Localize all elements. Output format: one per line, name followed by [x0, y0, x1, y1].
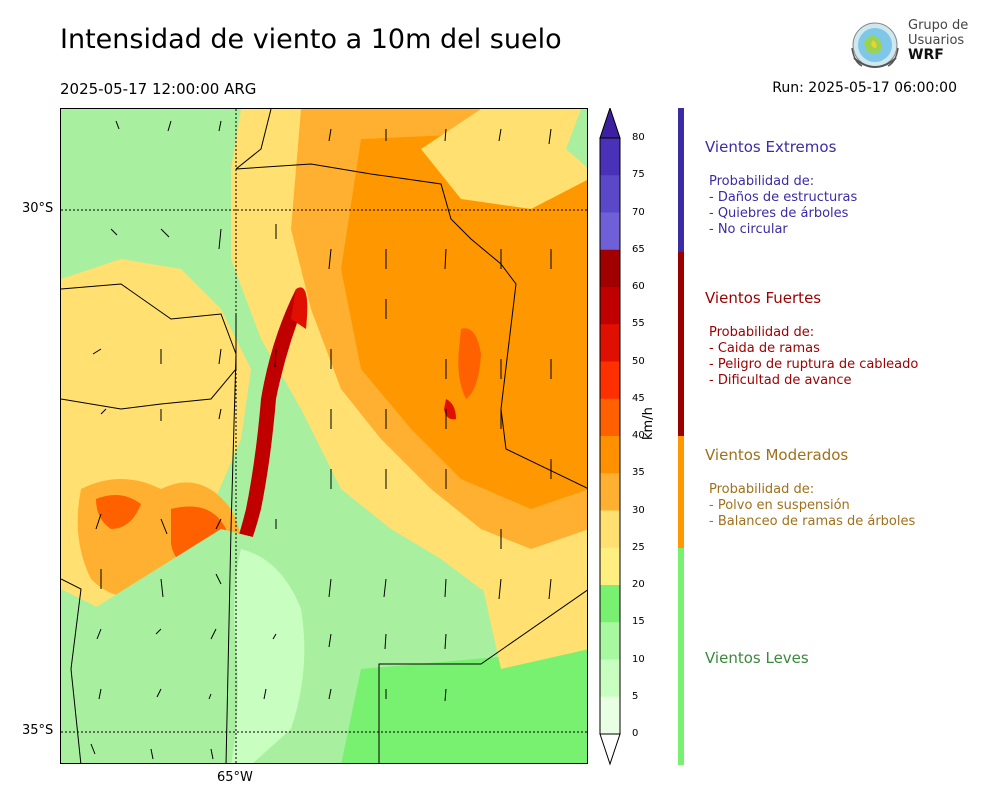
colorbar-band [600, 324, 620, 362]
category-heading: Probabilidad de: [709, 325, 815, 340]
colorbar-band [600, 585, 620, 623]
colorbar-tick-label: 45 [632, 392, 645, 404]
category-item: - Caida de ramas [709, 341, 820, 356]
category-item: - Daños de estructuras [709, 190, 858, 205]
colorbar-tick-label: 10 [632, 653, 645, 665]
category-heading: Probabilidad de: [709, 174, 815, 189]
colorbar-band [600, 138, 620, 176]
colorbar-band [600, 510, 620, 549]
colorbar-tick-label: 35 [632, 467, 645, 479]
colorbar-band [600, 361, 620, 400]
page-title: Intensidad de viento a 10m del suelo [60, 24, 562, 55]
colorbar-tick-label: 20 [632, 579, 645, 590]
colorbar-tick-label: 80 [632, 132, 645, 143]
valid-time: 2025-05-17 12:00:00 ARG [60, 80, 257, 98]
colorbar-band [600, 659, 620, 698]
wind-map [60, 108, 588, 764]
colorbar-extend-bottom [599, 733, 621, 766]
category-item: - Quiebres de árboles [709, 206, 849, 221]
logo-globe-icon [851, 22, 899, 68]
colorbar-band [600, 473, 620, 511]
category-item: - Balanceo de ramas de árboles [709, 514, 916, 529]
colorbar-svg [599, 106, 621, 766]
logo: Grupo de Usuarios WRF [848, 18, 973, 73]
wind-map-svg [61, 109, 587, 763]
colorbar-band [600, 398, 620, 437]
colorbar-outline [599, 137, 621, 735]
colorbar-tick-label: 75 [632, 169, 645, 181]
colorbar-tick-label: 40 [632, 430, 645, 441]
category-item: - Dificultad de avance [709, 373, 852, 388]
colorbar-band [600, 212, 620, 251]
category-heading: Probabilidad de: [709, 482, 815, 497]
category-moderados: Vientos Moderados Probabilidad de: - Pol… [705, 446, 915, 530]
colorbar-band [600, 436, 620, 474]
colorbar-band [600, 175, 620, 213]
logo-line2: Usuarios [908, 33, 965, 48]
colorbar [598, 106, 668, 768]
colorbar-tick-label: 30 [632, 504, 645, 516]
colorbar-band [600, 622, 620, 660]
colorbar-band [600, 547, 620, 586]
colorbar-band [600, 249, 620, 288]
colorbar-tick-label: 5 [632, 690, 639, 702]
category-item: - Peligro de ruptura de cableado [709, 357, 919, 372]
category-extremos: Vientos Extremos Probabilidad de: - Daño… [705, 138, 857, 238]
category-title: Vientos Fuertes [705, 289, 822, 307]
category-item: - Polvo en suspensión [709, 498, 850, 513]
lat-label-30s: 30°S [22, 201, 54, 216]
colorbar-tick-label: 55 [632, 318, 645, 330]
colorbar-tick-label: 70 [632, 206, 645, 218]
colorbar-tick-label: 0 [632, 728, 639, 739]
category-item: - No circular [709, 222, 788, 237]
category-bar-fuertes [678, 252, 684, 436]
category-bar-moderados [678, 436, 684, 548]
category-fuertes: Vientos Fuertes Probabilidad de: - Caida… [705, 289, 918, 389]
run-time: Run: 2025-05-17 06:00:00 [772, 80, 957, 96]
category-title: Vientos Moderados [705, 446, 849, 464]
colorbar-tick-label: 25 [632, 541, 645, 553]
logo-line1: Grupo de [908, 18, 969, 33]
colorbar-unit: km/h [641, 407, 656, 440]
colorbar-tick-label: 15 [632, 616, 645, 628]
colorbar-band [600, 287, 620, 325]
colorbar-band [600, 696, 620, 735]
category-bar-leves [678, 548, 684, 765]
lat-label-35s: 35°S [22, 723, 54, 738]
category-title: Vientos Leves [705, 649, 809, 667]
colorbar-tick-label: 50 [632, 355, 645, 367]
colorbar-tick-label: 65 [632, 243, 645, 255]
colorbar-tick-label: 60 [632, 281, 645, 292]
category-bar-extremos [678, 108, 684, 252]
colorbar-extend-top [599, 106, 621, 139]
lon-label-65w: 65°W [217, 770, 253, 785]
category-title: Vientos Extremos [705, 138, 837, 156]
logo-line3: WRF [908, 47, 944, 63]
category-leves: Vientos Leves [705, 649, 809, 667]
